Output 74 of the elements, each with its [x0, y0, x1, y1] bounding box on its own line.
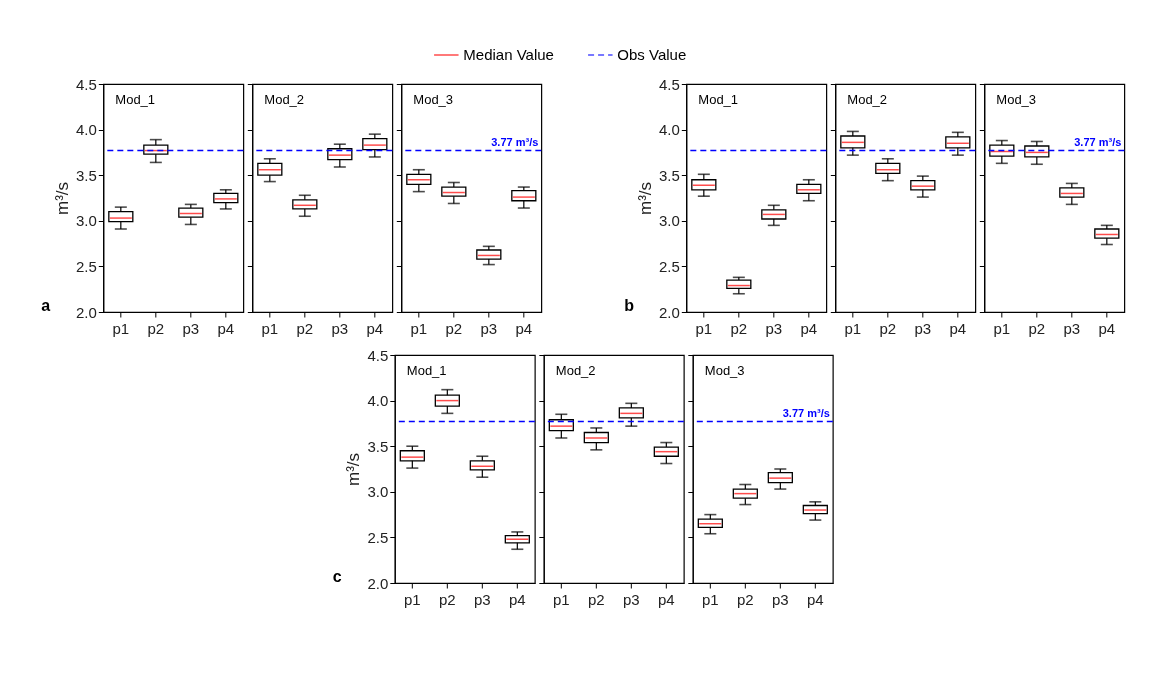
x-tick-label: p2: [587, 590, 605, 608]
text: Mod_2: [264, 92, 305, 107]
x-tick-label: p2: [1028, 319, 1046, 337]
y-tick-label: 2.0: [367, 574, 389, 592]
x-tick-label: p4: [806, 590, 824, 608]
x-tick-label: p2: [445, 319, 463, 337]
x-tick-label: p2: [730, 319, 748, 337]
x-tick-label: p2: [296, 319, 314, 337]
x-tick-label: p3: [182, 319, 200, 337]
x-tick-label: p4: [515, 319, 533, 337]
x-tick-label: p1: [993, 319, 1011, 337]
x-tick-label: p1: [261, 319, 279, 337]
y-tick-label: 4.5: [75, 75, 97, 93]
x-tick-label: p4: [949, 319, 967, 337]
legend-label: Median Value: [463, 46, 554, 63]
y-tick-label: 4.5: [658, 75, 680, 93]
y-tick-label: 3.0: [658, 212, 680, 230]
text: a: [41, 297, 51, 314]
x-tick-label: p4: [800, 319, 818, 337]
y-axis-title: m³/s: [635, 181, 655, 216]
y-tick-label: 4.0: [75, 121, 97, 139]
x-tick-label: p3: [914, 319, 932, 337]
text: c: [332, 568, 342, 585]
ref-line-label: 3.77 m³/s: [491, 135, 539, 148]
x-tick-label: p3: [331, 319, 349, 337]
x-tick-label: p3: [765, 319, 783, 337]
y-axis-title: m³/s: [52, 181, 72, 216]
text: Mod_1: [406, 363, 447, 378]
text: Mod_3: [704, 363, 745, 378]
y-tick-label: 2.5: [658, 257, 680, 275]
x-tick-label: p2: [736, 590, 754, 608]
text: Mod_2: [847, 92, 888, 107]
x-tick-label: p1: [552, 590, 570, 608]
ref-line-label: 3.77 m³/s: [782, 406, 830, 419]
text: Mod_3: [413, 92, 454, 107]
x-tick-label: p1: [844, 319, 862, 337]
y-tick-label: 2.0: [75, 303, 97, 321]
legend-label: Obs Value: [617, 46, 687, 63]
x-tick-label: p3: [473, 590, 491, 608]
x-tick-label: p3: [480, 319, 498, 337]
x-tick-label: p4: [366, 319, 384, 337]
ref-line-label: 3.77 m³/s: [1074, 135, 1122, 148]
x-tick-label: p3: [1063, 319, 1081, 337]
y-tick-label: 3.0: [367, 483, 389, 501]
y-tick-label: 3.5: [75, 166, 97, 184]
text: b: [624, 297, 635, 314]
x-tick-label: p3: [771, 590, 789, 608]
x-tick-label: p1: [695, 319, 713, 337]
x-tick-label: p4: [508, 590, 526, 608]
y-tick-label: 3.5: [367, 437, 389, 455]
x-tick-label: p4: [657, 590, 675, 608]
text: Mod_3: [996, 92, 1037, 107]
x-tick-label: p3: [622, 590, 640, 608]
y-tick-label: 4.5: [367, 346, 389, 364]
y-tick-label: 2.0: [658, 303, 680, 321]
x-tick-label: p1: [403, 590, 421, 608]
y-tick-label: 2.5: [75, 257, 97, 275]
y-tick-label: 4.0: [658, 121, 680, 139]
y-axis-title: m³/s: [344, 452, 364, 487]
y-tick-label: 4.0: [367, 392, 389, 410]
x-tick-label: p1: [410, 319, 428, 337]
x-tick-label: p2: [879, 319, 897, 337]
y-tick-label: 3.0: [75, 212, 97, 230]
y-tick-label: 2.5: [367, 528, 389, 546]
x-tick-label: p2: [438, 590, 456, 608]
text: Mod_2: [555, 363, 596, 378]
text: Mod_1: [115, 92, 156, 107]
x-tick-label: p1: [112, 319, 130, 337]
x-tick-label: p4: [217, 319, 235, 337]
x-tick-label: p2: [147, 319, 165, 337]
x-tick-label: p1: [701, 590, 719, 608]
y-tick-label: 3.5: [658, 166, 680, 184]
x-tick-label: p4: [1098, 319, 1116, 337]
text: Mod_1: [698, 92, 739, 107]
